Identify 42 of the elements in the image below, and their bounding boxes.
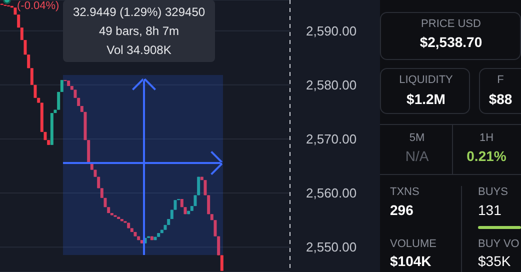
text: PRICE USD — [420, 18, 482, 30]
text: N/A — [404, 148, 430, 164]
candlestick — [220, 254, 224, 272]
y-tick-label: 2,580.00 — [306, 78, 357, 93]
candlestick — [27, 54, 30, 69]
candlestick — [174, 200, 177, 210]
text: BUY VO — [478, 238, 520, 250]
text: LIQUIDITY — [398, 74, 454, 86]
text: TXNS — [390, 186, 420, 198]
text: 5M — [408, 132, 426, 144]
candlestick — [207, 194, 210, 215]
annotation: Vol 34.908K — [106, 43, 172, 58]
text: $1.2M — [406, 91, 446, 107]
candlestick — [17, 14, 20, 28]
candlestick — [204, 180, 207, 196]
text: $35K — [478, 253, 512, 269]
text: 1H — [478, 132, 495, 144]
candlestick — [30, 68, 34, 86]
annotation: (-0.04%) — [17, 0, 60, 13]
text: $88 — [488, 91, 514, 107]
annotation: 32.9449 (1.29%) 329450 — [72, 4, 206, 19]
annotation: 49 bars, 8h 7m — [98, 24, 180, 38]
text: 0.21% — [466, 148, 508, 164]
text: 131 — [478, 202, 502, 218]
candlestick — [24, 40, 27, 56]
candlestick — [20, 27, 24, 41]
candlestick — [34, 84, 37, 98]
text: F — [496, 74, 505, 86]
text: VOLUME — [390, 238, 438, 250]
text: $2,538.70 — [418, 34, 484, 50]
candlestick — [214, 220, 217, 237]
text: BUYS — [478, 186, 509, 198]
candlestick — [87, 140, 90, 163]
candlestick — [60, 80, 64, 92]
candlestick — [100, 188, 104, 198]
y-tick-label: 2,560.00 — [306, 186, 357, 201]
y-tick-label: 2,570.00 — [306, 132, 357, 147]
text: 296 — [390, 202, 414, 218]
text: $104K — [390, 253, 432, 269]
y-tick-label: 2,590.00 — [306, 23, 357, 38]
candlestick — [57, 91, 60, 110]
y-tick-label: 2,550.00 — [306, 240, 357, 255]
